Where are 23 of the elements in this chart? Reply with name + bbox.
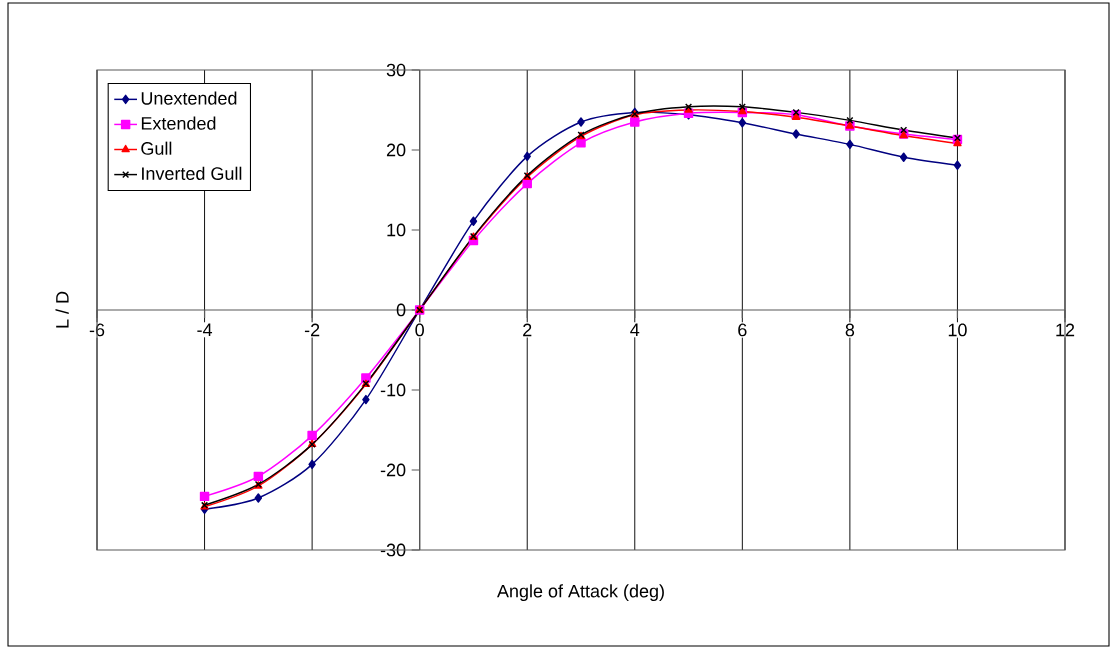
x-tick-label: -6: [89, 323, 105, 337]
x-tick-label: 12: [1056, 323, 1075, 337]
x-tick-label: 10: [948, 323, 967, 337]
legend-label: Extended: [141, 116, 216, 130]
y-tick-label: -30: [380, 543, 406, 557]
legend-label: Gull: [141, 141, 172, 155]
x-tick-label: 4: [630, 323, 640, 336]
y-tick-label: -20: [380, 463, 406, 477]
y-tick-label: 10: [387, 223, 406, 237]
legend-label: Unextended: [141, 91, 237, 105]
y-tick-label: 30: [386, 63, 406, 77]
y-tick-label: -10: [380, 383, 406, 397]
y-tick-label: 0: [396, 303, 406, 317]
x-tick-label: 0: [415, 323, 424, 337]
x-tick-label: -4: [197, 323, 213, 336]
x-axis-title: Angle of Attack (deg): [497, 584, 664, 602]
y-tick-label: 20: [386, 143, 406, 157]
x-tick-label: -2: [304, 323, 320, 337]
x-tick-label: 8: [845, 323, 855, 337]
x-tick-label: 6: [738, 323, 747, 337]
x-tick-label: 2: [523, 323, 532, 337]
legend-label: Inverted Gull: [142, 166, 242, 180]
y-axis-title: L / D: [55, 291, 69, 328]
